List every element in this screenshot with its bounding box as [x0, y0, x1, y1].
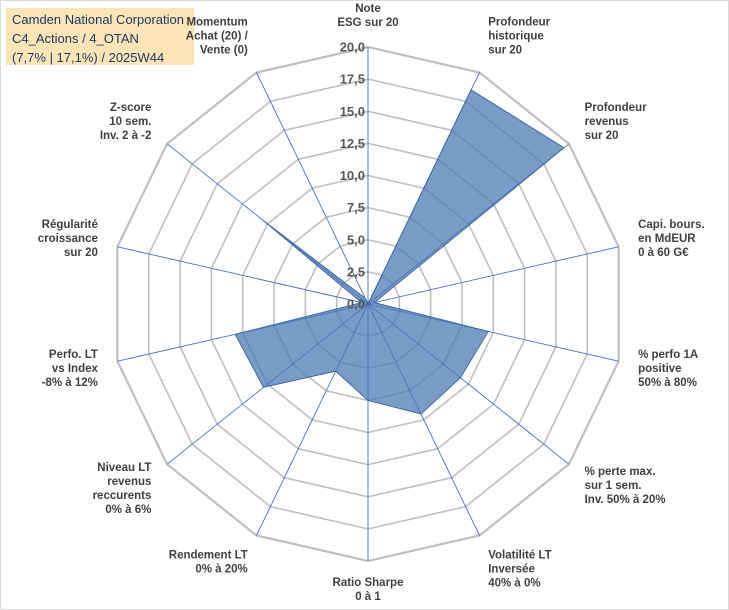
axis-label-line: sur 20: [585, 130, 619, 142]
axis-label: Volatilité LT Inversée 40% à 0%: [488, 550, 551, 590]
axis-label-line: Profondeur: [488, 16, 550, 28]
axis-label-line: % perfo 1A: [638, 349, 698, 361]
portfolio-label: C4_Actions / 4_OTAN: [12, 31, 139, 46]
axis-label-line: Z-score: [110, 102, 152, 114]
tick-label: 10,0: [340, 168, 365, 183]
axis-label-line: historique: [488, 30, 544, 42]
radar-tick-labels: 0,0 2,5 5,0 7,5 10,0 12,5 15,0 17,5 20,0: [340, 40, 365, 312]
axis-label-line: ESG sur 20: [337, 17, 398, 29]
axis-label-line: en MdEUR: [638, 233, 696, 245]
axis-label-line: revenus: [107, 476, 151, 488]
axis-label-line: Ratio Sharpe: [333, 577, 404, 589]
axis-label-line: revenus: [585, 116, 629, 128]
axis-label-line: 50% à 80%: [638, 377, 697, 389]
axis-spoke: [367, 246, 619, 305]
axis-label-line: 10 sem.: [109, 116, 151, 128]
tick-label: 0,0: [347, 297, 365, 312]
axis-label: Niveau LT revenus reccurents 0% à 6%: [93, 462, 152, 516]
tick-label: 5,0: [347, 232, 365, 247]
axis-spoke: [256, 72, 369, 305]
company-name: Camden National Corporation: [12, 12, 184, 27]
radar-series: [234, 89, 565, 415]
axis-label-line: Momentum: [186, 16, 247, 28]
axis-label-line: 0 à 1: [355, 591, 381, 603]
radar-axis-labels: Note ESG sur 20 Profondeur historique sur 20…: [38, 3, 705, 603]
axis-label-line: positive: [638, 363, 681, 375]
period-label: (7,7% | 17,1%) / 2025W44: [12, 50, 165, 65]
axis-label: Rendement LT 0% à 20%: [169, 550, 248, 576]
axis-label-line: sur 20: [64, 247, 98, 259]
axis-label-line: Profondeur: [585, 102, 647, 114]
axis-label: % perfo 1A positive 50% à 80%: [638, 349, 698, 389]
axis-label-line: Rendement LT: [169, 550, 248, 562]
axis-label: Profondeur historique sur 20: [488, 16, 550, 56]
axis-label-line: Vente (0): [200, 44, 248, 56]
series-area: [234, 89, 565, 415]
axis-label-line: Inv. 50% à 20%: [585, 494, 666, 506]
axis-label: Note ESG sur 20: [337, 3, 398, 29]
axis-label-line: Inv. 2 à -2: [100, 130, 152, 142]
axis-label: Perfo. LT vs Index -8% à 12%: [42, 349, 99, 389]
axis-label-line: Achat (20) /: [186, 30, 249, 42]
axis-label-line: croissance: [38, 233, 98, 245]
tick-label: 15,0: [340, 104, 365, 119]
axis-label: Ratio Sharpe 0 à 1: [333, 577, 404, 603]
axis-label: % perte max. sur 1 sem. Inv. 50% à 20%: [585, 466, 666, 506]
chart-title-box: Camden National Corporation C4_Actions /…: [6, 8, 194, 65]
axis-label-line: 40% à 0%: [488, 578, 540, 590]
axis-label-line: reccurents: [93, 490, 152, 502]
axis-label-line: 0 à 60 G€: [638, 247, 689, 259]
axis-label-line: Note: [355, 3, 381, 15]
axis-label-line: sur 20: [488, 44, 522, 56]
axis-label: Z-score 10 sem. Inv. 2 à -2: [100, 102, 152, 142]
tick-label: 17,5: [340, 72, 365, 87]
axis-label-line: vs Index: [52, 363, 99, 375]
axis-label: Profondeur revenus sur 20: [585, 102, 647, 142]
axis-label-line: Volatilité LT: [488, 550, 551, 562]
tick-label: 7,5: [347, 200, 365, 215]
axis-label: Momentum Achat (20) / Vente (0): [186, 16, 249, 56]
axis-label-line: 0% à 6%: [105, 504, 151, 516]
tick-label: 20,0: [340, 40, 365, 55]
axis-label-line: Perfo. LT: [49, 349, 98, 361]
axis-label-line: Régularité: [42, 219, 98, 231]
tick-label: 2,5: [347, 264, 365, 279]
axis-label-line: 0% à 20%: [195, 564, 247, 576]
axis-label-line: Inversée: [488, 564, 535, 576]
axis-label-line: -8% à 12%: [42, 377, 98, 389]
axis-label-line: % perte max.: [585, 466, 656, 478]
axis-label-line: Niveau LT: [97, 462, 151, 474]
tick-label: 12,5: [340, 136, 365, 151]
axis-label-line: Capi. bours.: [638, 219, 704, 231]
axis-label: Capi. bours. en MdEUR 0 à 60 G€: [638, 219, 704, 259]
axis-label: Régularité croissance sur 20: [38, 219, 98, 259]
axis-spoke: [117, 246, 369, 305]
axis-label-line: sur 1 sem.: [585, 480, 642, 492]
